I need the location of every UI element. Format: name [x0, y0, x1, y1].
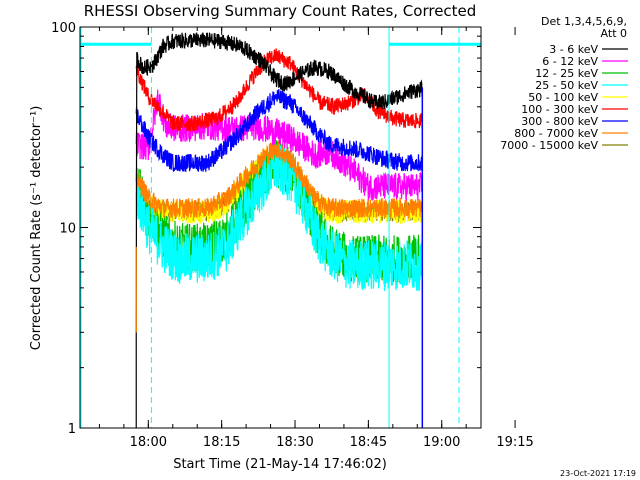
series-line-6: [135, 88, 423, 172]
y-axis-label: Corrected Count Rate (s⁻¹ detector⁻¹): [29, 106, 44, 351]
legend-label-2: 12 - 25 keV: [535, 67, 598, 80]
timestamp: 23-Oct-2021 17:19: [560, 469, 636, 478]
legend-label-5: 100 - 300 keV: [521, 103, 598, 116]
x-tick-label-4: 19:00: [423, 435, 460, 450]
series-line-0: [135, 31, 423, 333]
legend-label-1: 6 - 12 keV: [542, 55, 598, 68]
axes: 18:00 18:15 18:30 18:45 19:00 19:15 1 10 100: [51, 21, 534, 450]
series-line-7: [135, 140, 423, 220]
y-tick-label-1: 10: [59, 222, 76, 237]
x-tick-label-0: 18:00: [130, 435, 167, 450]
legend-label-0: 3 - 6 keV: [549, 43, 598, 56]
x-tick-label-2: 18:30: [276, 435, 313, 450]
x-tick-label-5: 19:15: [496, 435, 533, 450]
plot-area: [80, 27, 481, 428]
y-tick-label-2: 100: [51, 21, 76, 36]
x-axis-label: Start Time (21-May-14 17:46:02): [173, 457, 387, 472]
chart-title: RHESSI Observing Summary Count Rates, Co…: [84, 2, 477, 20]
legend-header-1: Att 0: [601, 27, 627, 40]
legend-header-0: Det 1,3,4,5,6,9,: [541, 15, 627, 28]
legend-label-8: 7000 - 15000 keV: [500, 139, 598, 152]
y-tick-label-0: 1: [68, 422, 76, 437]
legend-label-3: 25 - 50 keV: [535, 79, 598, 92]
legend-label-4: 50 - 100 keV: [528, 91, 598, 104]
legend-label-6: 300 - 800 keV: [521, 115, 598, 128]
series-line-1: [135, 89, 423, 201]
x-tick-label-1: 18:15: [203, 435, 240, 450]
legend-label-7: 800 - 7000 keV: [514, 127, 598, 140]
x-tick-label-3: 18:45: [350, 435, 387, 450]
series-line-5: [135, 48, 423, 132]
